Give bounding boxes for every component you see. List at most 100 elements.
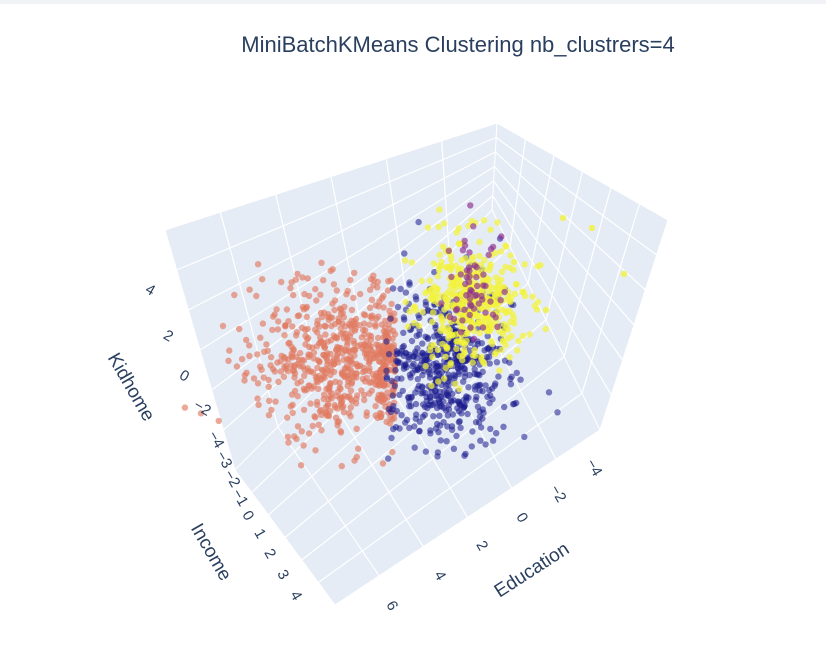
data-point (378, 367, 385, 375)
data-point (383, 367, 390, 374)
data-point (299, 274, 306, 281)
x-tick-label: 2 (472, 538, 491, 554)
data-point (350, 317, 358, 325)
data-point (306, 351, 314, 359)
data-point (303, 313, 310, 321)
data-point (497, 297, 504, 304)
data-point (487, 298, 494, 305)
data-point (383, 373, 390, 381)
data-point (350, 294, 357, 302)
data-point (316, 340, 323, 347)
data-point (444, 412, 452, 419)
data-point (388, 300, 395, 308)
data-point (322, 331, 329, 338)
data-point (418, 277, 425, 285)
data-point (254, 351, 261, 358)
data-point (347, 404, 354, 411)
data-point (309, 369, 317, 376)
data-point (496, 367, 503, 374)
data-point (387, 315, 394, 322)
data-point (333, 392, 340, 400)
data-point (448, 256, 455, 264)
data-point (422, 301, 430, 309)
data-point (519, 332, 527, 339)
data-point (406, 279, 413, 286)
data-point (401, 316, 408, 323)
data-point (455, 225, 462, 232)
data-point (438, 315, 446, 322)
data-point (435, 262, 443, 270)
data-point (422, 289, 429, 297)
data-point (285, 439, 292, 446)
data-point (361, 331, 368, 338)
data-point (453, 296, 460, 303)
data-point (374, 352, 381, 359)
data-points (181, 202, 628, 470)
data-point (451, 372, 459, 380)
data-point (344, 382, 351, 390)
data-point (368, 275, 375, 283)
data-point (429, 318, 436, 326)
data-point (470, 305, 478, 312)
data-point (460, 404, 467, 411)
data-point (501, 288, 508, 296)
data-point (408, 259, 416, 266)
data-point (254, 395, 261, 402)
data-point (416, 427, 423, 435)
data-point (456, 418, 463, 425)
data-point (411, 319, 418, 327)
x-tick-label: 0 (512, 510, 531, 526)
data-point (445, 296, 452, 304)
data-point (402, 298, 409, 306)
top-strip (0, 0, 826, 4)
data-point (329, 358, 337, 365)
data-point (315, 385, 322, 393)
data-point (303, 386, 310, 393)
data-point (372, 372, 379, 380)
data-point (363, 412, 370, 419)
data-point (294, 312, 301, 320)
data-point (434, 453, 441, 460)
data-point (281, 355, 289, 362)
data-point (259, 276, 266, 283)
data-point (445, 371, 452, 378)
data-point (478, 356, 485, 363)
data-point (270, 313, 277, 320)
data-point (508, 373, 515, 380)
data-point (486, 327, 494, 334)
data-point (263, 341, 270, 348)
data-point (390, 425, 397, 433)
data-point (351, 269, 358, 277)
data-point (398, 375, 405, 382)
y-tick-label: −1 (228, 486, 251, 509)
data-point (291, 387, 299, 395)
data-point (314, 321, 321, 328)
data-point (450, 315, 458, 323)
data-point (259, 320, 267, 327)
data-point (445, 392, 452, 400)
data-point (338, 462, 345, 470)
data-point (493, 430, 500, 437)
data-point (419, 383, 426, 390)
data-point (483, 317, 490, 324)
data-point (424, 404, 431, 412)
data-point (231, 291, 238, 299)
data-point (335, 359, 342, 366)
grid-line (492, 195, 612, 396)
z-axis-title: Kidhome (103, 350, 159, 425)
data-point (319, 367, 327, 374)
data-point (337, 325, 344, 332)
y-axis-title: Income (186, 520, 235, 584)
data-point (254, 261, 262, 268)
data-point (287, 284, 294, 292)
data-point (472, 396, 479, 403)
data-point (465, 222, 472, 230)
data-point (327, 380, 334, 387)
data-point (250, 375, 258, 382)
data-point (348, 306, 356, 314)
data-point (471, 352, 479, 359)
data-point (328, 322, 335, 330)
data-point (453, 345, 460, 353)
data-point (278, 278, 285, 286)
data-point (399, 387, 406, 395)
